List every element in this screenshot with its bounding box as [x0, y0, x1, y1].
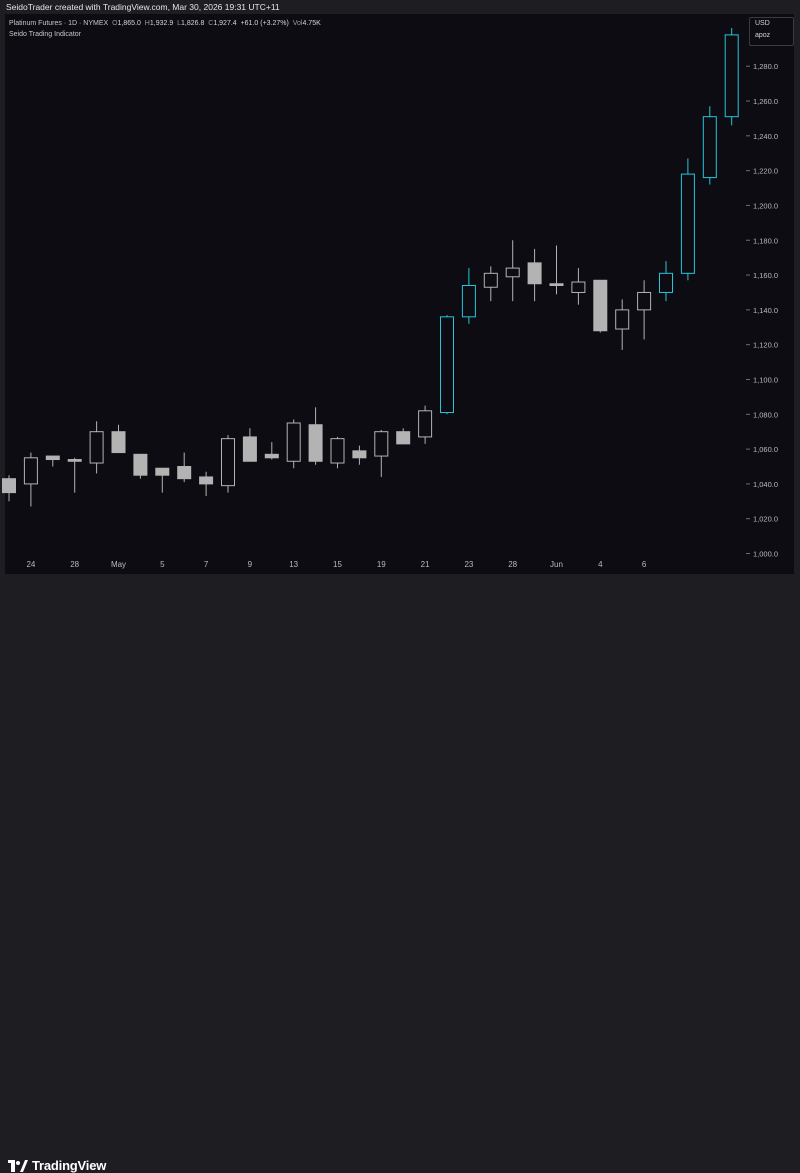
high-value: 1,932.9	[149, 20, 174, 27]
symbol-name[interactable]: Platinum Futures · 1D · NYMEX	[9, 20, 109, 27]
volume-value: 4.75K	[302, 20, 321, 27]
scale-corner	[746, 557, 794, 574]
top-bar: SeidoTrader created with TradingView.com…	[0, 0, 800, 14]
chart-legend: Platinum Futures · 1D · NYMEX O1,865.0 H…	[9, 18, 321, 40]
time-scale[interactable]	[5, 557, 746, 574]
indicator-name[interactable]: Seido Trading Indicator	[9, 31, 81, 38]
currency-code: USD	[755, 20, 770, 27]
volume-label: Vol	[292, 20, 303, 27]
low-label: L	[177, 20, 182, 27]
price-scale[interactable]	[746, 14, 794, 557]
high-label: H	[144, 20, 150, 27]
attribution-text: SeidoTrader created with TradingView.com…	[6, 2, 280, 12]
open-value: 1,865.0	[117, 20, 141, 27]
open-label: O	[112, 20, 118, 27]
low-value: 1,826.8	[181, 20, 205, 27]
tradingview-logo[interactable]: TradingView	[8, 1158, 106, 1173]
close-label: C	[208, 20, 214, 27]
tradingview-logo-text: TradingView	[32, 1158, 107, 1173]
footer-bar: TradingView	[0, 574, 800, 1173]
change-value: +61.0 (+3.27%)	[240, 20, 289, 27]
currency-selector[interactable]: USD apoz	[749, 17, 794, 46]
currency-label: apoz	[755, 32, 771, 39]
close-value: 1,927.4	[213, 20, 237, 27]
chart-pane[interactable]	[5, 14, 746, 557]
tradingview-logo-icon	[8, 1159, 28, 1172]
legend-ohlc-row: Platinum Futures · 1D · NYMEX O1,865.0 H…	[9, 18, 321, 29]
